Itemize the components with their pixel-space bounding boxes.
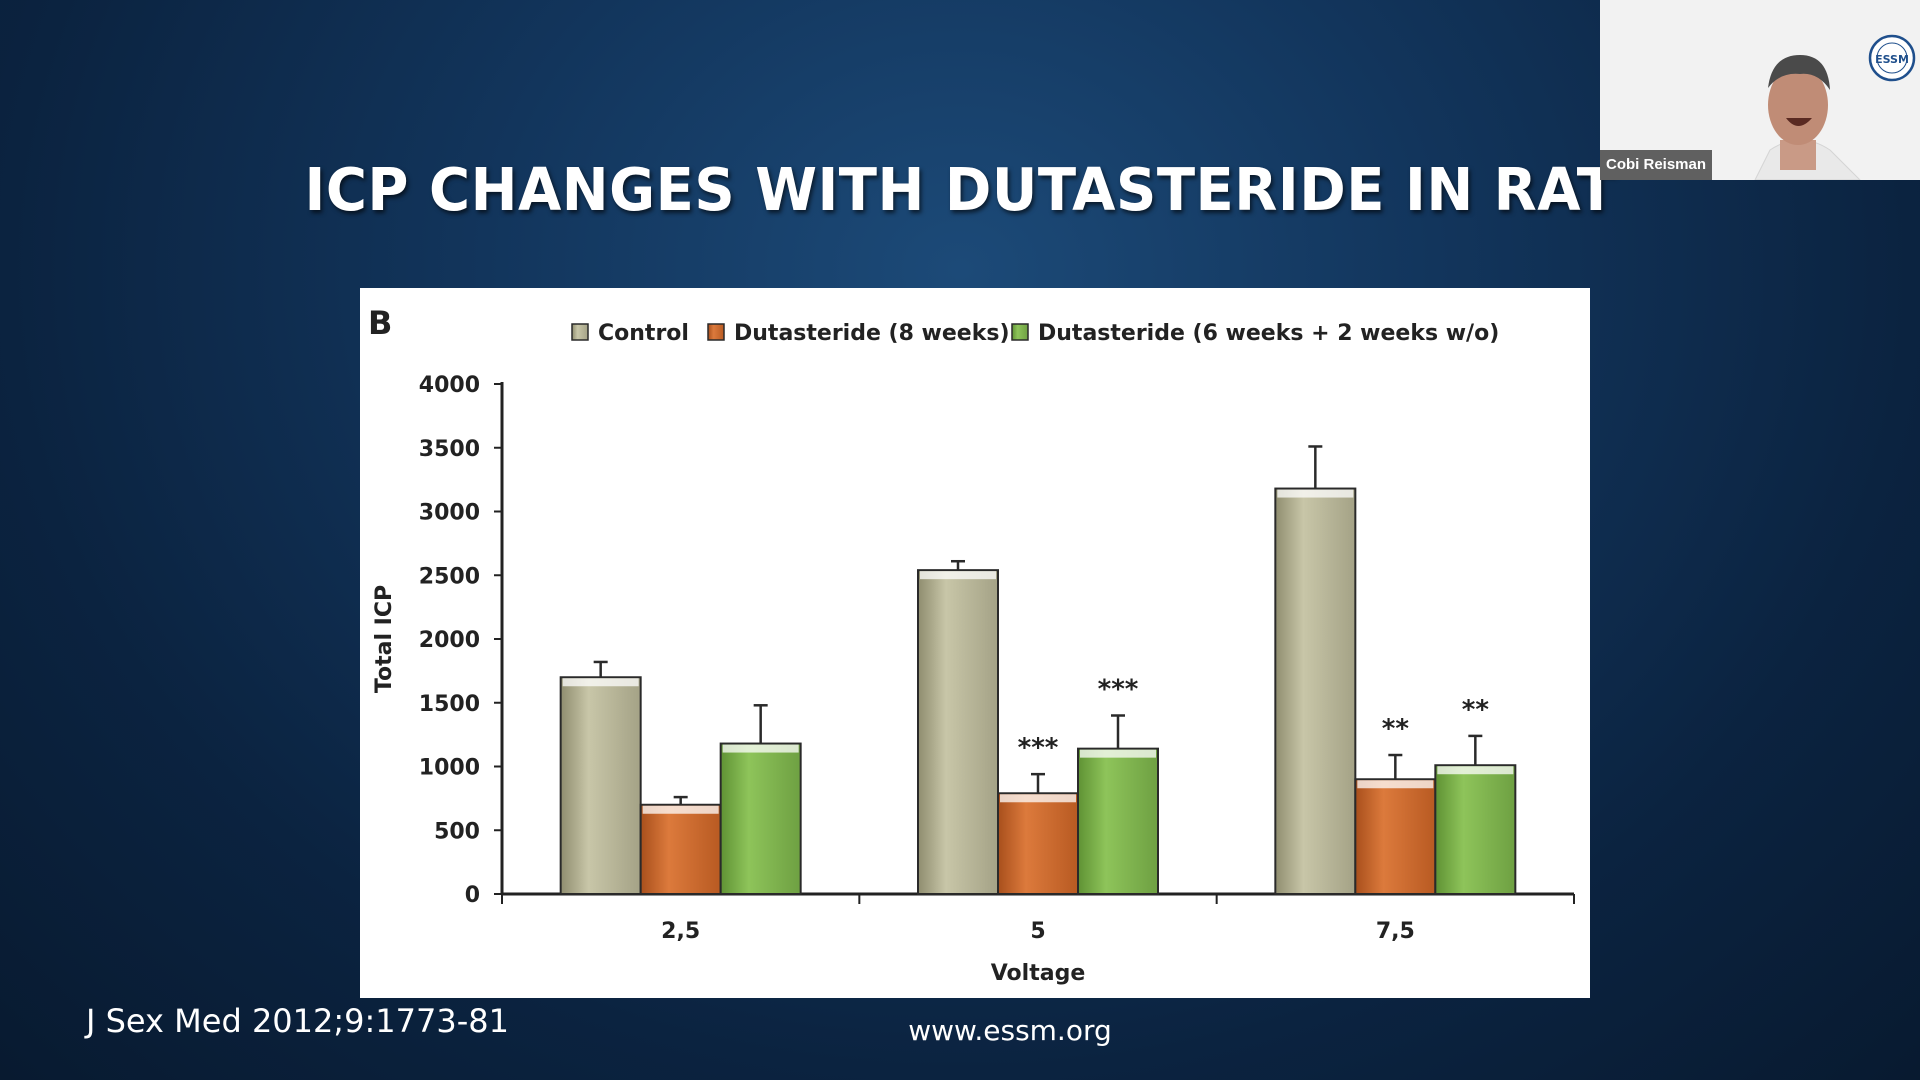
bar-dutasteride-8w bbox=[639, 803, 722, 895]
bar-highlight bbox=[1000, 794, 1076, 803]
chart-bars: ********** bbox=[559, 445, 1517, 896]
bar-highlight bbox=[920, 571, 996, 580]
footer-url: www.essm.org bbox=[908, 1014, 1112, 1047]
svg-text:ESSM: ESSM bbox=[1875, 53, 1909, 66]
y-tick-label: 2000 bbox=[419, 628, 480, 653]
bar-dutasteride-6w-2w bbox=[1434, 764, 1517, 895]
bar-highlight bbox=[562, 678, 639, 687]
essm-logo: ESSM bbox=[1868, 34, 1916, 82]
legend-swatch bbox=[571, 323, 589, 341]
x-tick-label: 2,5 bbox=[661, 919, 700, 944]
bar-control bbox=[559, 676, 642, 895]
y-tick-label: 500 bbox=[434, 819, 480, 844]
bar-highlight bbox=[1357, 780, 1434, 789]
significance-mark: ** bbox=[1462, 695, 1490, 725]
bar-highlight bbox=[1437, 766, 1514, 775]
x-tick-label: 5 bbox=[1030, 919, 1045, 944]
chart-panel: B 0 500 1000 1500 2000 2500 3000 3500 4000 Total I… bbox=[360, 288, 1590, 998]
significance-mark: ** bbox=[1382, 714, 1410, 744]
participant-name-label: Cobi Reisman bbox=[1600, 150, 1713, 180]
significance-mark: *** bbox=[1098, 675, 1139, 705]
bar-dutasteride-8w bbox=[1354, 778, 1437, 895]
y-tick-label: 0 bbox=[465, 883, 480, 908]
x-tick-label: 7,5 bbox=[1376, 919, 1415, 944]
bar-highlight bbox=[1080, 749, 1156, 758]
chart-legend: Control Dutasteride (8 weeks) Dutasteride … bbox=[571, 321, 1499, 346]
legend-swatch bbox=[707, 323, 725, 341]
y-tick-label: 3000 bbox=[419, 501, 480, 526]
legend-label: Control bbox=[598, 321, 689, 346]
significance-mark: *** bbox=[1018, 733, 1059, 763]
bar-control bbox=[1274, 487, 1357, 896]
bar-dutasteride-6w-2w bbox=[1077, 747, 1159, 895]
y-tick-label: 3500 bbox=[419, 437, 480, 462]
slide-title: ICP CHANGES WITH DUTASTERIDE IN RAT bbox=[304, 156, 1616, 225]
x-axis-label: Voltage bbox=[991, 961, 1086, 986]
bar-highlight bbox=[1277, 489, 1354, 498]
legend-swatch bbox=[1011, 323, 1029, 341]
legend-label: Dutasteride (6 weeks + 2 weeks w/o) bbox=[1038, 321, 1499, 346]
y-axis-label: Total ICP bbox=[372, 585, 397, 693]
citation: J Sex Med 2012;9:1773-81 bbox=[86, 1002, 509, 1040]
y-tick-label: 4000 bbox=[419, 373, 480, 398]
participant-video-tile[interactable]: ESSM Cobi Reisman bbox=[1600, 0, 1920, 180]
bar-control bbox=[917, 569, 999, 895]
bar-dutasteride-8w bbox=[997, 792, 1079, 895]
legend-label: Dutasteride (8 weeks) bbox=[734, 321, 1010, 346]
bar-chart: B 0 500 1000 1500 2000 2500 3000 3500 4000 Total I… bbox=[368, 304, 1575, 986]
bar-highlight bbox=[722, 744, 799, 753]
bar-highlight bbox=[642, 805, 719, 814]
bar-dutasteride-6w-2w bbox=[719, 742, 802, 895]
y-tick-label: 2500 bbox=[419, 564, 480, 589]
y-tick-label: 1500 bbox=[419, 692, 480, 717]
y-tick-label: 1000 bbox=[419, 756, 480, 781]
panel-label: B bbox=[368, 304, 392, 342]
